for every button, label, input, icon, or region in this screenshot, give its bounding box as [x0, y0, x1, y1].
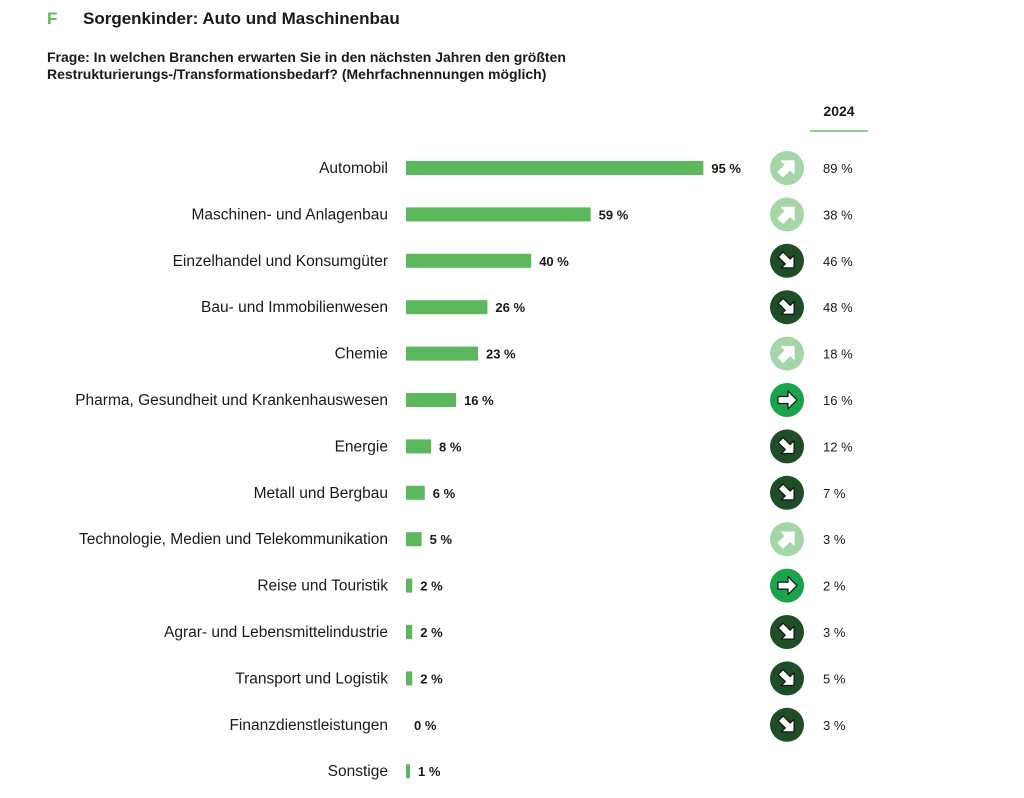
bar: [406, 253, 532, 268]
trend-up-icon: [770, 151, 804, 185]
previous-year-value: 48 %: [823, 300, 853, 315]
question-text: Frage: In welchen Branchen erwarten Sie …: [47, 49, 566, 82]
bar-value-label: 16 %: [464, 393, 494, 408]
bar-value-label: 95 %: [711, 161, 741, 176]
previous-year-value: 12 %: [823, 439, 853, 454]
trend-down-icon: [770, 475, 804, 510]
trend-down-icon: [770, 615, 804, 649]
trend-down-icon: [770, 661, 804, 696]
bar-value-label: 5 %: [430, 532, 453, 547]
trend-same-icon: [770, 568, 804, 603]
previous-year-value: 18 %: [823, 347, 853, 362]
trend-up-icon: [770, 336, 804, 371]
bar-value-label: 2 %: [420, 625, 443, 640]
trend-down-icon: [770, 429, 804, 464]
trend-same-icon: [770, 383, 804, 417]
previous-year-value: 89 %: [823, 161, 853, 176]
category-label: Chemie: [335, 346, 388, 363]
category-label: Automobil: [319, 160, 388, 177]
bar: [406, 532, 422, 547]
category-label: Technologie, Medien und Telekommunikatio…: [79, 531, 388, 548]
previous-year-value: 3 %: [823, 532, 846, 547]
category-label: Transport und Logistik: [235, 670, 388, 687]
trend-down-icon: [770, 707, 804, 742]
bar-value-label: 0 %: [414, 718, 437, 733]
bar-value-label: 6 %: [433, 486, 456, 501]
bar: [406, 346, 478, 361]
previous-year-value: 46 %: [823, 254, 853, 269]
bar-value-label: 40 %: [539, 254, 569, 269]
bar: [406, 671, 413, 686]
previous-year-value: 16 %: [823, 393, 853, 408]
category-label: Pharma, Gesundheit und Krankenhauswesen: [75, 392, 388, 409]
comparison-column-underline: [810, 130, 868, 132]
bar: [406, 578, 413, 593]
bar-value-label: 26 %: [495, 300, 525, 315]
previous-year-value: 3 %: [823, 718, 846, 733]
category-label: Reise und Touristik: [257, 578, 388, 595]
comparison-column-header: 2024: [823, 103, 855, 119]
bar: [406, 207, 591, 222]
bar-value-label: 2 %: [420, 579, 443, 594]
bar-value-label: 2 %: [420, 671, 443, 686]
category-label: Agrar- und Lebensmittelindustrie: [164, 624, 388, 641]
bar-value-label: 23 %: [486, 347, 516, 362]
previous-year-value: 5 %: [823, 671, 846, 686]
category-label: Finanzdienstleistungen: [229, 717, 388, 734]
bar-value-label: 1 %: [418, 764, 441, 779]
category-label: Bau- und Immobilienwesen: [201, 299, 388, 316]
bar: [406, 161, 704, 175]
bar: [406, 764, 410, 779]
bar: [406, 439, 432, 454]
bar: [406, 625, 413, 639]
bar: [406, 300, 488, 315]
category-label: Sonstige: [328, 763, 388, 780]
trend-up-icon: [770, 522, 804, 557]
previous-year-value: 38 %: [823, 207, 853, 222]
previous-year-value: 3 %: [823, 625, 846, 640]
bar: [406, 393, 457, 407]
section-letter: F: [47, 9, 58, 28]
trend-down-icon: [770, 243, 804, 278]
bar: [406, 485, 425, 500]
previous-year-value: 7 %: [823, 486, 846, 501]
category-label: Maschinen- und Anlagenbau: [192, 206, 388, 223]
bar-value-label: 59 %: [599, 207, 629, 222]
trend-down-icon: [770, 290, 804, 325]
category-label: Energie: [335, 438, 388, 455]
category-label: Einzelhandel und Konsumgüter: [173, 253, 388, 270]
previous-year-value: 2 %: [823, 579, 846, 594]
category-label: Metall und Bergbau: [254, 485, 388, 502]
chart-title: Sorgenkinder: Auto und Maschinenbau: [83, 9, 400, 28]
trend-up-icon: [770, 197, 804, 232]
bar-value-label: 8 %: [439, 439, 462, 454]
